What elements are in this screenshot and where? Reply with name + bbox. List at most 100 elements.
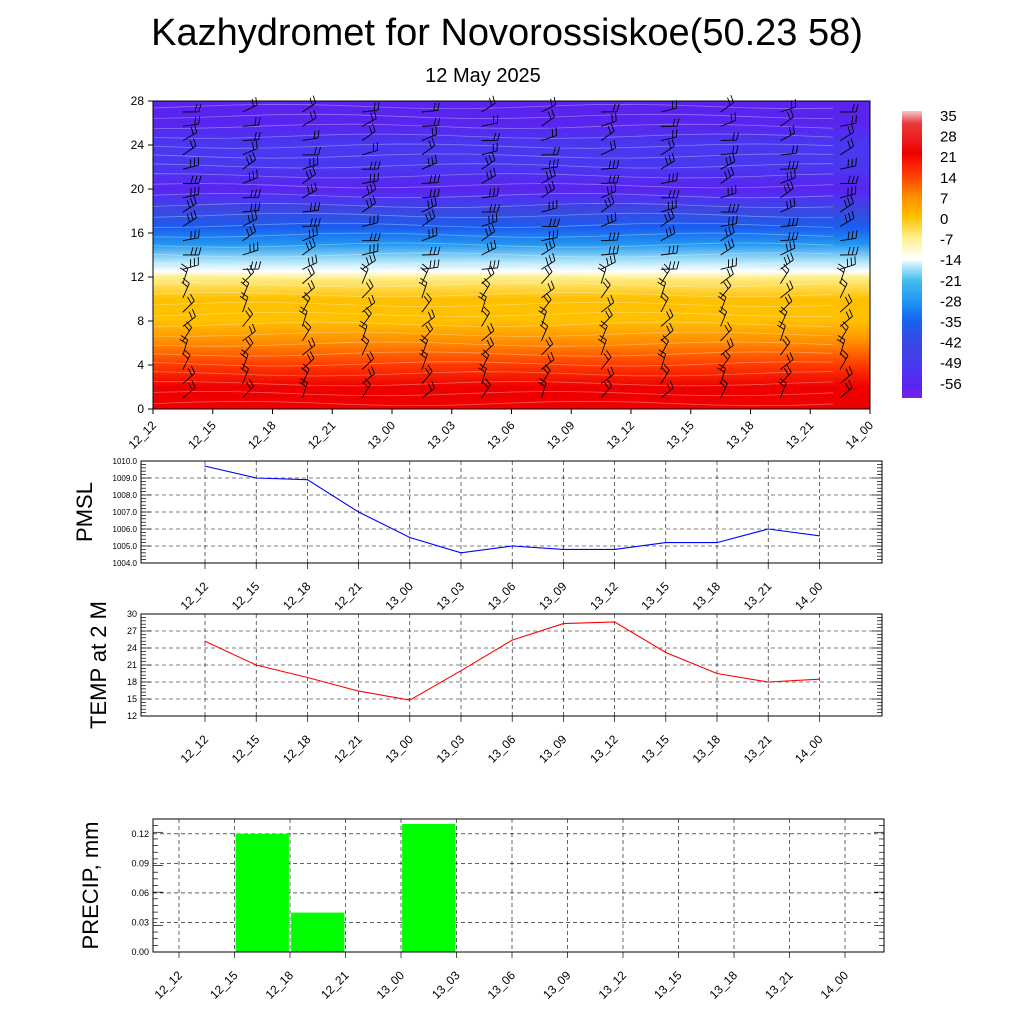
colorbar-label: -42: [940, 335, 962, 352]
wind-barb: [361, 243, 379, 256]
wind-barb: [242, 223, 257, 242]
colorbar-label: -21: [940, 273, 962, 290]
wind-barb: [361, 366, 376, 385]
wind-barb: [481, 115, 499, 127]
wind-barb: [182, 195, 197, 213]
y-tick-label: 24: [127, 643, 137, 653]
wind-barb: [600, 195, 615, 213]
wind-barb: [660, 153, 675, 170]
x-tick-label: 13_21: [762, 968, 796, 1002]
wind-barb: [242, 189, 261, 199]
x-tick-label: 13_06: [485, 732, 519, 766]
x-tick-label: 13_00: [365, 418, 399, 452]
wind-barb: [657, 277, 667, 299]
colorbar-label: 7: [940, 190, 948, 207]
x-tick-label: 13_00: [382, 732, 416, 766]
wind-barb: [242, 261, 262, 270]
y-axis-title: PRECIP, mm: [78, 822, 103, 950]
x-tick-label: 12_15: [229, 579, 263, 613]
wind-barb: [780, 169, 796, 184]
x-tick-label: 14_00: [792, 579, 826, 613]
wind-barb: [720, 215, 738, 227]
contour-line: [152, 321, 834, 327]
wind-barb: [481, 167, 496, 184]
wind-barb: [840, 157, 857, 170]
wind-barb: [541, 351, 555, 370]
colorbar-label: 28: [940, 129, 957, 146]
data-point: [306, 479, 308, 481]
x-tick-label: 12_21: [331, 579, 365, 613]
x-tick-label: 13_00: [382, 579, 416, 613]
wind-barb: [242, 323, 256, 342]
data-point: [306, 676, 308, 679]
wind-barb: [361, 214, 379, 227]
x-tick-label: 13_03: [434, 732, 468, 766]
wind-barb: [600, 366, 615, 385]
wind-barb: [541, 238, 556, 256]
wind-barb: [538, 378, 547, 399]
wind-barb: [541, 264, 553, 284]
wind-barb: [780, 352, 794, 370]
wind-barb: [720, 266, 734, 284]
wind-barb: [780, 180, 794, 199]
colorbar-label: -28: [940, 293, 962, 310]
wind-barb: [481, 132, 501, 142]
wind-barbs: [179, 94, 859, 399]
wind-barb: [481, 142, 498, 156]
wind-barb: [481, 337, 495, 356]
contour-line: [152, 222, 834, 228]
wind-barb: [660, 138, 675, 156]
wind-barb: [242, 242, 259, 256]
wind-barb: [780, 125, 796, 141]
data-point: [665, 542, 667, 544]
wind-barb: [182, 103, 202, 113]
x-tick-label: 12_12: [178, 579, 212, 613]
wind-barb: [718, 306, 728, 327]
wind-barb: [839, 349, 849, 370]
wind-barb: [481, 213, 498, 227]
wind-barb: [242, 202, 261, 213]
y-tick-label: 24: [131, 138, 145, 152]
wind-barb: [358, 320, 368, 341]
wind-barb: [179, 263, 189, 284]
wind-barb: [481, 265, 495, 284]
wind-barb: [242, 307, 254, 327]
wind-barb: [601, 174, 620, 184]
y-tick-label: 1007.0: [113, 508, 138, 517]
wind-barb: [362, 232, 381, 242]
wind-barb: [419, 349, 428, 370]
data-point: [460, 670, 462, 672]
wind-barb: [720, 204, 740, 213]
wind-barb: [302, 129, 320, 142]
wind-barb: [780, 197, 796, 213]
wind-barb: [780, 335, 791, 356]
wind-barb: [302, 280, 315, 299]
wind-barb: [179, 335, 189, 356]
x-tick-label: 13_03: [424, 418, 458, 452]
colorbar-label: -35: [940, 314, 962, 331]
x-tick-label: 13_12: [587, 579, 621, 613]
wind-barb: [421, 209, 436, 227]
x-tick-label: 12_15: [207, 968, 241, 1002]
contour-line: [152, 381, 834, 387]
y-tick-label: 1010.0: [113, 457, 138, 466]
wind-barb: [182, 380, 196, 399]
temperature-field: [153, 101, 870, 409]
wind-barb: [600, 212, 617, 227]
wind-barb: [421, 117, 441, 127]
wind-barb: [240, 363, 249, 384]
contour-line: [152, 282, 834, 288]
wind-barb: [660, 100, 678, 113]
wind-barb: [839, 124, 855, 141]
data-point: [204, 465, 206, 467]
wind-barb: [720, 166, 735, 184]
x-tick-label: 12_15: [229, 732, 263, 766]
wind-barb: [541, 167, 556, 184]
x-tick-label: 13_15: [638, 579, 672, 613]
wind-barb: [421, 102, 440, 113]
wind-barb: [242, 131, 261, 142]
wind-barb: [362, 102, 380, 113]
wind-barb: [182, 116, 201, 127]
page-title: Kazhydromet for Novorossiskoe(50.23 58): [151, 12, 863, 54]
wind-barb: [839, 195, 854, 213]
